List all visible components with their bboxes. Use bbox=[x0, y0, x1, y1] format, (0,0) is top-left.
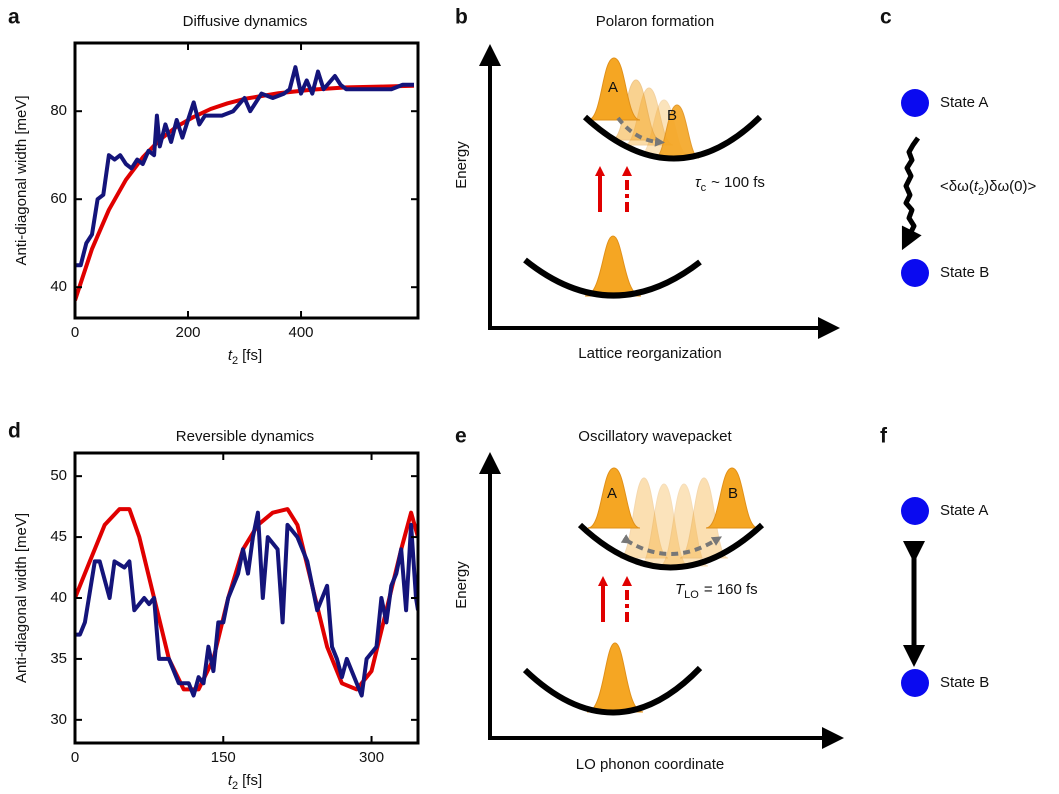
subscript: 2 bbox=[232, 355, 238, 367]
data-line bbox=[75, 65, 414, 268]
plot-area bbox=[75, 507, 418, 698]
diagram-b: Polaron formation Energy Lattice reorgan… bbox=[453, 13, 840, 362]
symbol: t bbox=[974, 178, 979, 195]
y-tick-label: 80 bbox=[50, 102, 67, 119]
state-label: A bbox=[607, 485, 617, 502]
panel-label: a bbox=[8, 6, 20, 29]
potential bbox=[522, 665, 703, 716]
potential bbox=[523, 257, 702, 299]
y-tick-label: 40 bbox=[50, 278, 67, 295]
time-label: TLO = 160 fs bbox=[675, 581, 758, 601]
x-axis-label: t2 [fs] bbox=[228, 772, 262, 792]
state bbox=[901, 669, 929, 697]
subscript: 2 bbox=[232, 780, 238, 792]
arrow bbox=[616, 116, 665, 147]
plot-frame bbox=[73, 41, 420, 320]
time-text: ~ 100 fs bbox=[711, 174, 765, 191]
chart-title: Reversible dynamics bbox=[176, 428, 314, 445]
x-tick-label: 0 bbox=[71, 749, 79, 766]
correlation-label: <δω(t2)δω(0)> bbox=[940, 178, 1037, 198]
data-line bbox=[75, 510, 418, 698]
x-label: LO phonon coordinate bbox=[576, 756, 724, 773]
potential bbox=[582, 114, 763, 162]
correlation-arrow bbox=[901, 136, 922, 251]
state-label: B bbox=[667, 107, 677, 124]
plot-frame bbox=[73, 451, 420, 745]
y-tick-label: 60 bbox=[50, 190, 67, 207]
symbol: T bbox=[675, 581, 686, 598]
diagram-c: State A State B <δω(t2)δω(0)> bbox=[901, 89, 1037, 287]
time-label: τc ~ 100 fs bbox=[695, 174, 765, 194]
diagram-f: State A State B bbox=[901, 497, 989, 697]
y-tick-label: 30 bbox=[50, 711, 67, 728]
panel-label: c bbox=[880, 6, 892, 29]
state-label: State B bbox=[940, 264, 989, 281]
state-label: A bbox=[608, 79, 618, 96]
unit: [fs] bbox=[242, 347, 262, 364]
diagram-e: Oscillatory wavepacket Energy LO phonon … bbox=[453, 428, 844, 773]
x-tick-label: 300 bbox=[359, 749, 384, 766]
y-label: Energy bbox=[453, 141, 470, 189]
subscript: LO bbox=[684, 589, 699, 601]
y-tick-label: 45 bbox=[50, 528, 67, 545]
panel-label: d bbox=[8, 420, 21, 443]
wavepacket bbox=[584, 235, 642, 297]
subscript: c bbox=[701, 182, 707, 194]
text: <δω( bbox=[940, 178, 974, 195]
wavepacket bbox=[586, 642, 644, 713]
diagram-title: Polaron formation bbox=[596, 13, 714, 30]
y-label: Energy bbox=[453, 561, 470, 609]
chart-title: Diffusive dynamics bbox=[183, 13, 308, 30]
x-tick-label: 0 bbox=[71, 324, 79, 341]
symbol: τ bbox=[695, 174, 702, 191]
panel-label: e bbox=[455, 425, 467, 448]
unit: [fs] bbox=[242, 772, 262, 789]
x-tick-label: 150 bbox=[211, 749, 236, 766]
arrow bbox=[620, 534, 722, 556]
wavepacket bbox=[587, 57, 641, 121]
y-axis-label: Anti-diagonal width [meV] bbox=[13, 95, 30, 265]
wavepacket bbox=[705, 467, 759, 529]
symbol: t bbox=[228, 772, 233, 789]
state-label: B bbox=[728, 485, 738, 502]
data-line bbox=[75, 507, 418, 692]
symbol: t bbox=[228, 347, 233, 364]
state-label: State A bbox=[940, 502, 988, 519]
x-tick-label: 200 bbox=[175, 324, 200, 341]
state-label: State A bbox=[940, 94, 988, 111]
panel-label: b bbox=[455, 6, 468, 29]
data-line bbox=[75, 83, 415, 302]
state bbox=[901, 89, 929, 117]
y-tick-label: 40 bbox=[50, 589, 67, 606]
text: )δω(0)> bbox=[984, 178, 1036, 195]
wavepacket bbox=[611, 79, 661, 141]
x-axis-label: t2 [fs] bbox=[228, 347, 262, 367]
y-tick-label: 35 bbox=[50, 650, 67, 667]
diagram-title: Oscillatory wavepacket bbox=[578, 428, 732, 445]
y-tick-label: 50 bbox=[50, 467, 67, 484]
x-tick-label: 400 bbox=[289, 324, 314, 341]
potential bbox=[577, 522, 765, 571]
subscript: 2 bbox=[978, 186, 984, 198]
panel-label: f bbox=[880, 425, 888, 448]
wavepacket bbox=[587, 467, 641, 529]
state bbox=[901, 259, 929, 287]
time-text: = 160 fs bbox=[704, 581, 758, 598]
y-axis-label: Anti-diagonal width [meV] bbox=[13, 513, 30, 683]
state-label: State B bbox=[940, 674, 989, 691]
plot-area bbox=[75, 65, 415, 302]
x-label: Lattice reorganization bbox=[578, 345, 721, 362]
state bbox=[901, 497, 929, 525]
